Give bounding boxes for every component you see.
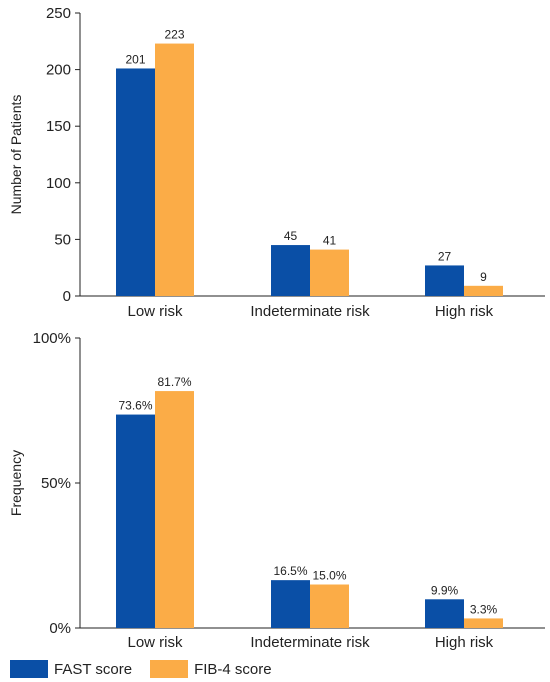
- chart1-y-tick-label: 200: [46, 62, 71, 79]
- legend-swatch-fib4: [150, 660, 189, 678]
- chart1-y-tick-label: 250: [46, 5, 71, 22]
- chart1-y-tick-label: 0: [63, 288, 71, 305]
- chart2-bar-fast: [425, 599, 464, 628]
- chart2-y-tick-label: 0%: [49, 620, 71, 637]
- chart2-data-label-fast: 16.5%: [273, 564, 307, 578]
- chart2-category-label: High risk: [435, 634, 494, 651]
- chart1-y-tick-label: 150: [46, 118, 71, 135]
- chart1-bar-fib4: [310, 249, 349, 296]
- chart2-y-axis-title: Frequency: [8, 450, 24, 516]
- chart1-bar-fast: [116, 68, 155, 296]
- chart1-category-label: Low risk: [127, 303, 183, 320]
- bar-charts: 0 50 100 150 200 250 Number of Patients 201 223 L…: [8, 5, 545, 651]
- chart1-bar-fib4: [464, 285, 503, 296]
- legend: FAST score FIB-4 score: [10, 658, 290, 680]
- chart2-data-label-fast: 9.9%: [431, 583, 459, 597]
- chart1-bar-fast: [271, 245, 310, 296]
- chart1-category-label: High risk: [435, 303, 494, 320]
- legend-item-fib4: FIB-4 score: [150, 660, 272, 678]
- chart2-y-tick-label: 50%: [41, 475, 71, 492]
- chart1-data-label-fib4: 9: [480, 270, 487, 284]
- chart1-bar-fib4: [155, 43, 194, 297]
- legend-item-fast: FAST score: [10, 660, 132, 678]
- chart2-bar-fast: [116, 414, 155, 628]
- chart1-y-tick-label: 100: [46, 175, 71, 192]
- chart1-bar-fast: [425, 265, 464, 296]
- chart1-data-label-fast: 201: [125, 52, 145, 66]
- chart2-bar-fast: [271, 580, 310, 628]
- chart1-data-label-fib4: 223: [164, 28, 184, 42]
- chart2-data-label-fib4: 3.3%: [470, 602, 498, 616]
- legend-swatch-fast: [10, 660, 48, 678]
- chart1-category-label: Indeterminate risk: [250, 303, 370, 320]
- chart1-y-axis-title: Number of Patients: [8, 95, 24, 215]
- chart2-y-tick-label: 100%: [33, 330, 71, 347]
- legend-label-fib4: FIB-4 score: [194, 660, 272, 678]
- chart2-data-label-fast: 73.6%: [118, 399, 152, 413]
- chart1-y-tick-label: 50: [54, 231, 71, 248]
- chart2-bar-fib4: [310, 584, 349, 628]
- chart2-category-label: Low risk: [127, 634, 183, 651]
- legend-label-fast: FAST score: [54, 660, 133, 678]
- chart2-bar-fib4: [464, 618, 503, 628]
- chart1-data-label-fib4: 41: [323, 234, 337, 248]
- chart2-data-label-fib4: 15.0%: [312, 569, 346, 583]
- chart2-bar-fib4: [155, 391, 194, 628]
- chart2-data-label-fib4: 81.7%: [157, 375, 191, 389]
- chart2-category-label: Indeterminate risk: [250, 634, 370, 651]
- chart1-data-label-fast: 27: [438, 249, 452, 263]
- chart1-data-label-fast: 45: [284, 229, 298, 243]
